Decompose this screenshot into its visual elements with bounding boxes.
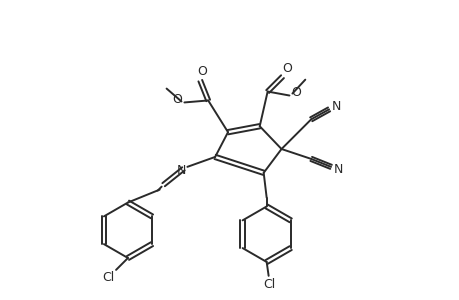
Text: O: O [172, 93, 182, 106]
Text: N: N [333, 163, 342, 176]
Text: N: N [330, 100, 340, 113]
Text: O: O [197, 65, 207, 78]
Text: O: O [291, 86, 301, 99]
Text: Cl: Cl [102, 271, 114, 284]
Text: Cl: Cl [263, 278, 275, 291]
Text: N: N [176, 164, 186, 177]
Text: O: O [282, 62, 292, 75]
